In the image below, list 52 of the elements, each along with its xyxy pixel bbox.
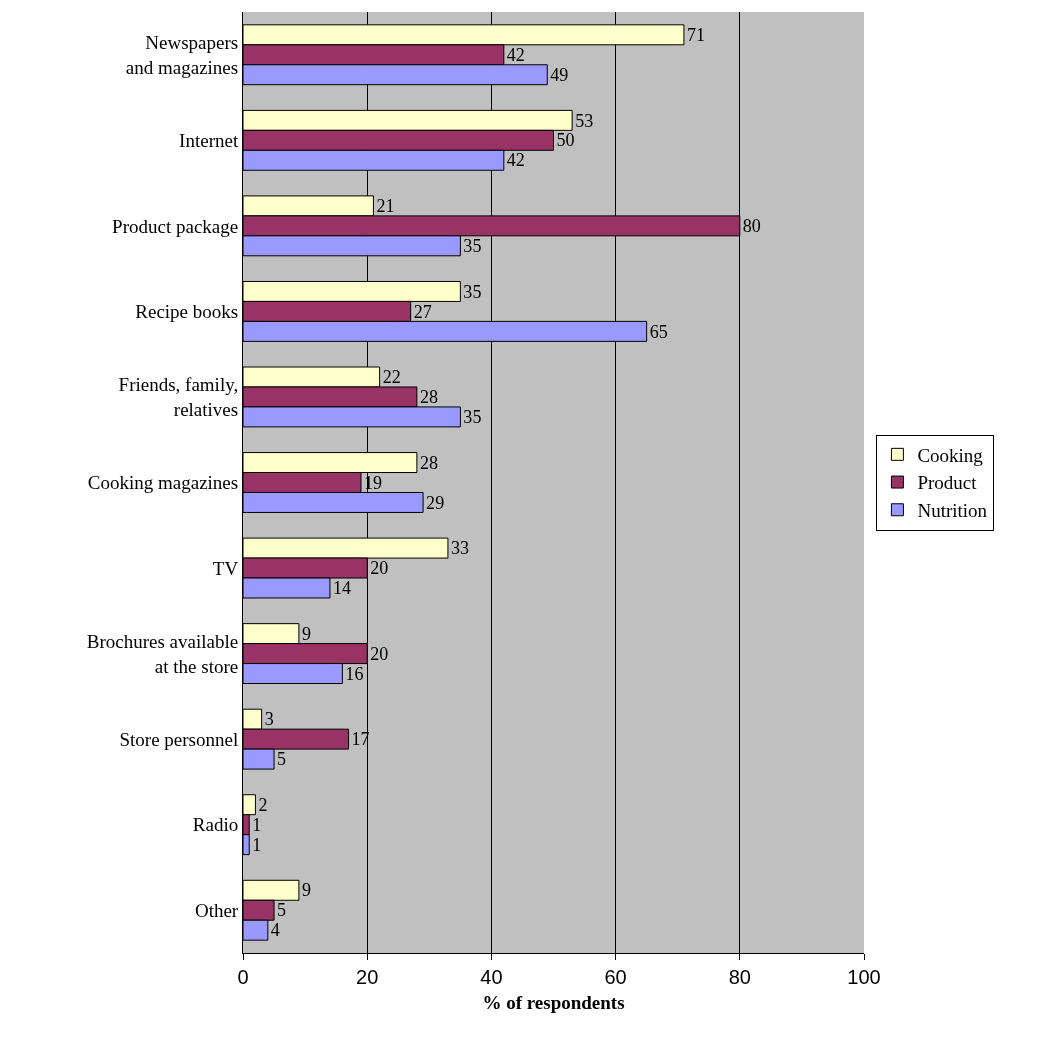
data-label: 33 bbox=[450, 538, 469, 559]
data-label: 50 bbox=[556, 130, 575, 151]
y-tick-label: Other bbox=[194, 899, 239, 921]
data-label: 35 bbox=[463, 281, 482, 302]
legend-label: Cooking bbox=[917, 444, 984, 466]
data-label: 27 bbox=[413, 301, 432, 322]
data-label: 20 bbox=[370, 558, 389, 579]
legend-label: Product bbox=[917, 472, 978, 494]
data-label: 22 bbox=[382, 367, 401, 388]
y-tick-label: Product package bbox=[112, 215, 239, 237]
data-label: 80 bbox=[742, 216, 761, 237]
y-tick-label: Radio bbox=[192, 814, 239, 836]
data-label: 29 bbox=[426, 492, 445, 513]
y-tick-label: Cooking magazines bbox=[87, 472, 239, 494]
y-tick-label: Newspapers and magazines bbox=[125, 32, 239, 78]
y-tick-label: TV bbox=[212, 557, 239, 579]
data-label: 20 bbox=[370, 643, 389, 664]
y-tick-label: Brochures available at the store bbox=[86, 630, 239, 677]
data-label: 53 bbox=[575, 110, 594, 131]
data-label: 14 bbox=[332, 578, 351, 599]
data-label: 21 bbox=[376, 196, 395, 217]
legend-label: Nutrition bbox=[917, 500, 988, 522]
data-label: 42 bbox=[506, 150, 525, 171]
data-label: 9 bbox=[301, 880, 311, 901]
data-label: 1 bbox=[252, 834, 262, 855]
data-label: 49 bbox=[550, 64, 569, 85]
data-label: 1 bbox=[252, 814, 262, 835]
x-axis-title: % of respondents bbox=[482, 991, 625, 1013]
data-label: 71 bbox=[686, 24, 705, 45]
data-label: 65 bbox=[649, 321, 668, 342]
x-tick-label: 100 bbox=[847, 966, 881, 988]
x-tick-label: 0 bbox=[237, 966, 249, 988]
x-tick-label: 40 bbox=[480, 966, 503, 988]
data-label: 9 bbox=[301, 623, 311, 644]
data-label: 3 bbox=[264, 709, 274, 730]
data-label: 2 bbox=[258, 794, 268, 815]
y-tick-label: Friends, family, relatives bbox=[118, 374, 239, 420]
x-tick-label: 20 bbox=[356, 966, 379, 988]
data-label: 16 bbox=[345, 663, 364, 684]
y-tick-label: Recipe books bbox=[135, 301, 239, 323]
data-label: 4 bbox=[270, 920, 280, 941]
data-label: 35 bbox=[463, 236, 482, 256]
data-label: 5 bbox=[277, 900, 287, 921]
data-label: 28 bbox=[419, 387, 438, 408]
x-tick-label: 80 bbox=[728, 966, 751, 988]
data-label: 35 bbox=[463, 407, 482, 428]
x-tick-label: 60 bbox=[604, 966, 627, 988]
data-label: 28 bbox=[419, 452, 438, 473]
data-label: 5 bbox=[277, 749, 287, 770]
y-tick-label: Store personnel bbox=[119, 728, 239, 750]
data-label: 42 bbox=[506, 44, 525, 65]
y-tick-label: Internet bbox=[179, 129, 239, 151]
